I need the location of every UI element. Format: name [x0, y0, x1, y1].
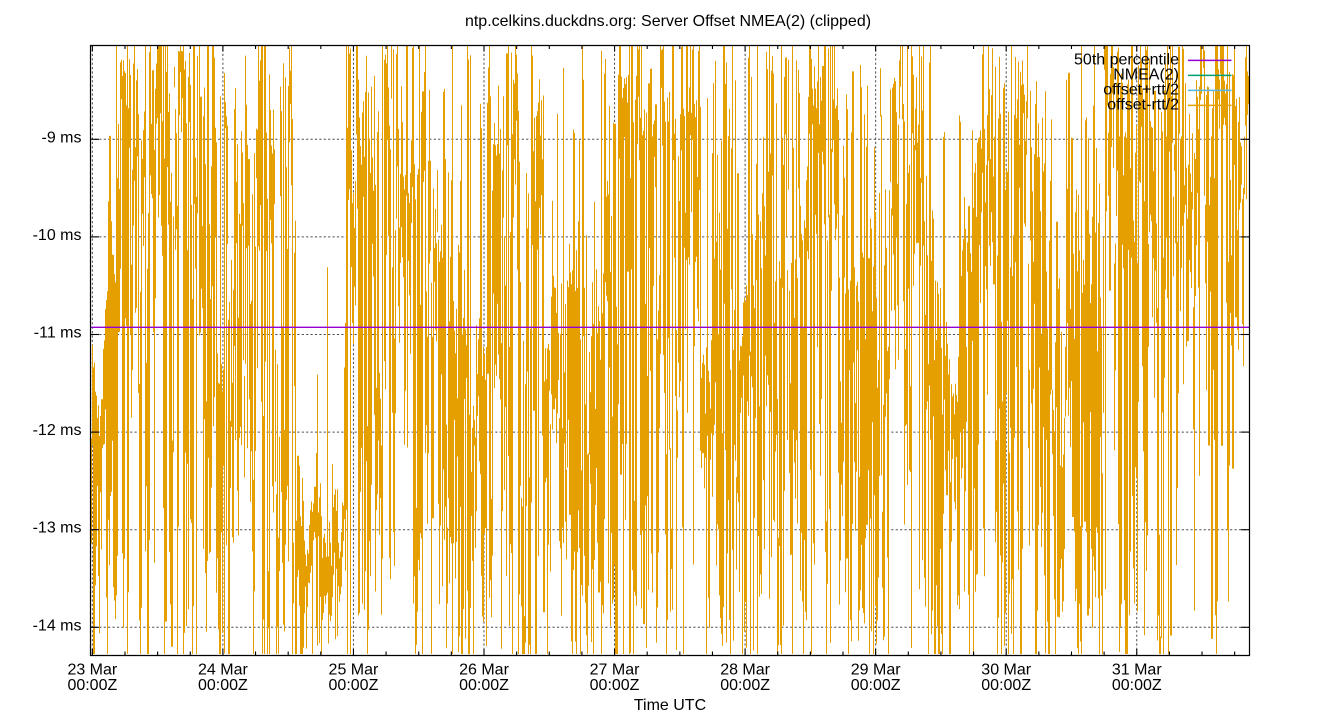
svg-text:50th percentile: 50th percentile — [1074, 51, 1179, 68]
svg-text:28 Mar: 28 Mar — [720, 661, 770, 678]
svg-text:-13 ms: -13 ms — [33, 520, 82, 537]
svg-text:-12 ms: -12 ms — [33, 422, 82, 439]
svg-text:00:00Z: 00:00Z — [590, 677, 640, 694]
svg-text:30 Mar: 30 Mar — [981, 661, 1031, 678]
svg-text:00:00Z: 00:00Z — [329, 677, 379, 694]
svg-text:-11 ms: -11 ms — [34, 325, 82, 342]
svg-text:31 Mar: 31 Mar — [1112, 661, 1162, 678]
svg-text:23 Mar: 23 Mar — [67, 661, 117, 678]
svg-text:00:00Z: 00:00Z — [981, 677, 1031, 694]
svg-text:27 Mar: 27 Mar — [590, 661, 640, 678]
svg-text:00:00Z: 00:00Z — [720, 677, 770, 694]
svg-text:-10 ms: -10 ms — [33, 227, 82, 244]
svg-text:00:00Z: 00:00Z — [198, 677, 248, 694]
svg-text:ntp.celkins.duckdns.org: Serve: ntp.celkins.duckdns.org: Server Offset N… — [465, 13, 871, 30]
svg-text:24 Mar: 24 Mar — [198, 661, 248, 678]
svg-text:25 Mar: 25 Mar — [329, 661, 379, 678]
svg-text:-14 ms: -14 ms — [33, 617, 82, 634]
svg-text:00:00Z: 00:00Z — [67, 677, 117, 694]
svg-text:00:00Z: 00:00Z — [851, 677, 901, 694]
svg-text:00:00Z: 00:00Z — [459, 677, 509, 694]
svg-text:29 Mar: 29 Mar — [851, 661, 901, 678]
svg-text:NMEA(2): NMEA(2) — [1113, 66, 1179, 83]
svg-text:-9 ms: -9 ms — [42, 129, 82, 146]
svg-text:26 Mar: 26 Mar — [459, 661, 509, 678]
svg-text:offset+rtt/2: offset+rtt/2 — [1103, 81, 1179, 98]
svg-text:offset-rtt/2: offset-rtt/2 — [1107, 96, 1179, 113]
svg-text:Time UTC: Time UTC — [634, 697, 706, 714]
svg-text:00:00Z: 00:00Z — [1112, 677, 1162, 694]
